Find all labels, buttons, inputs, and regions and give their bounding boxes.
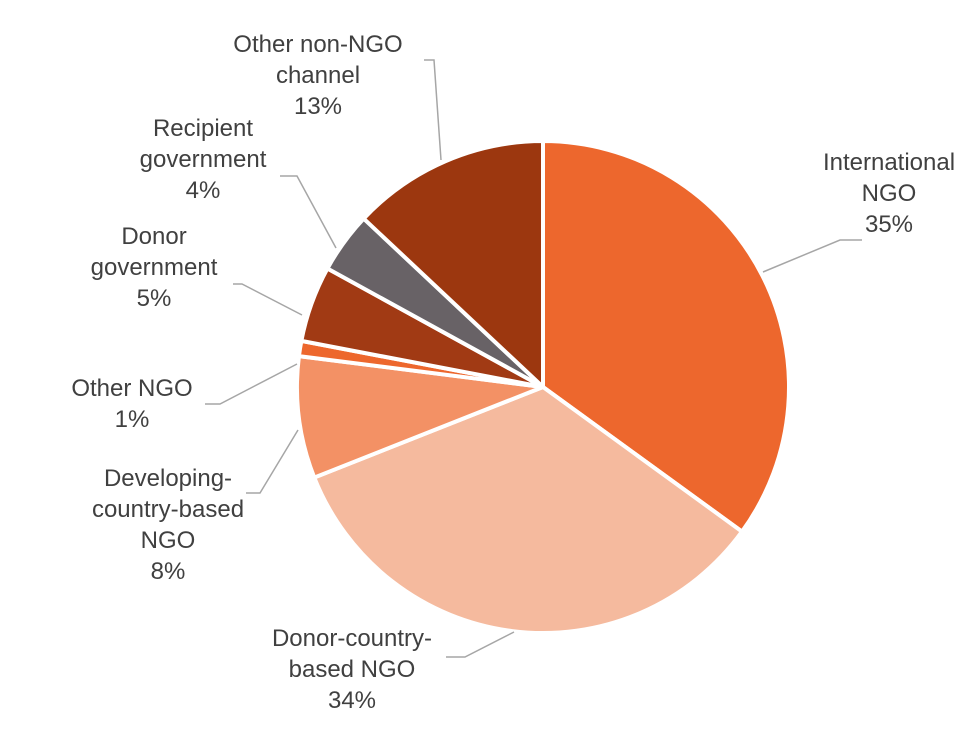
slice-name-label: country-based <box>92 496 244 523</box>
slice-label: International NGO 35% <box>823 149 955 238</box>
pie-slice-international-ngo <box>541 139 792 534</box>
slice-label: Donor-country-based NGO 34% <box>272 625 432 714</box>
slice-name-label: Donor-country- <box>272 625 432 652</box>
slice-label: Recipient government 4% <box>140 115 267 204</box>
slice-name-label: government <box>91 254 218 281</box>
slice-name-label: Recipient <box>153 115 253 142</box>
slice-name-label: government <box>140 146 267 173</box>
leader-line <box>446 631 515 658</box>
leader-line <box>424 59 442 161</box>
pie-slice-developing-country-based-ngo <box>295 354 545 480</box>
slice-name-label: Developing- <box>104 465 232 492</box>
slice-name-label: International <box>823 149 955 176</box>
slice-name-label: Donor <box>121 223 186 250</box>
slice-name-label: NGO <box>862 180 917 207</box>
slice-percent-label: 34% <box>328 687 376 714</box>
slice-name-label: Other non-NGO <box>233 31 402 58</box>
pie-slices <box>295 139 792 636</box>
leader-lines <box>205 59 862 658</box>
slice-percent-label: 4% <box>186 177 221 204</box>
leader-line <box>205 363 298 405</box>
slice-percent-label: 35% <box>865 211 913 238</box>
slice-label: Developing-country-based NGO 8% <box>92 465 244 585</box>
pie-slice-donor-country-based-ngo <box>312 385 745 636</box>
slice-percent-label: 13% <box>294 93 342 120</box>
leader-line <box>246 429 299 494</box>
slice-percent-label: 8% <box>151 558 186 585</box>
slice-label: Donor government 5% <box>91 223 218 312</box>
slice-name-label: based NGO <box>289 656 416 683</box>
pie-slice-other-non-ngo-channel <box>361 139 545 389</box>
slice-labels: International NGO 35% Donor-country-based N… <box>71 31 955 714</box>
leader-line <box>233 283 303 316</box>
slice-percent-label: 5% <box>137 285 172 312</box>
slice-name-label: channel <box>276 62 360 89</box>
slice-name-label: NGO <box>141 527 196 554</box>
slice-name-label: Other NGO <box>71 375 192 402</box>
slice-label: Other NGO 1% <box>71 375 192 433</box>
slice-label: Other non-NGO channel 13% <box>233 31 402 120</box>
leader-line <box>762 239 862 273</box>
leader-line <box>280 175 337 249</box>
slice-percent-label: 1% <box>115 406 150 433</box>
